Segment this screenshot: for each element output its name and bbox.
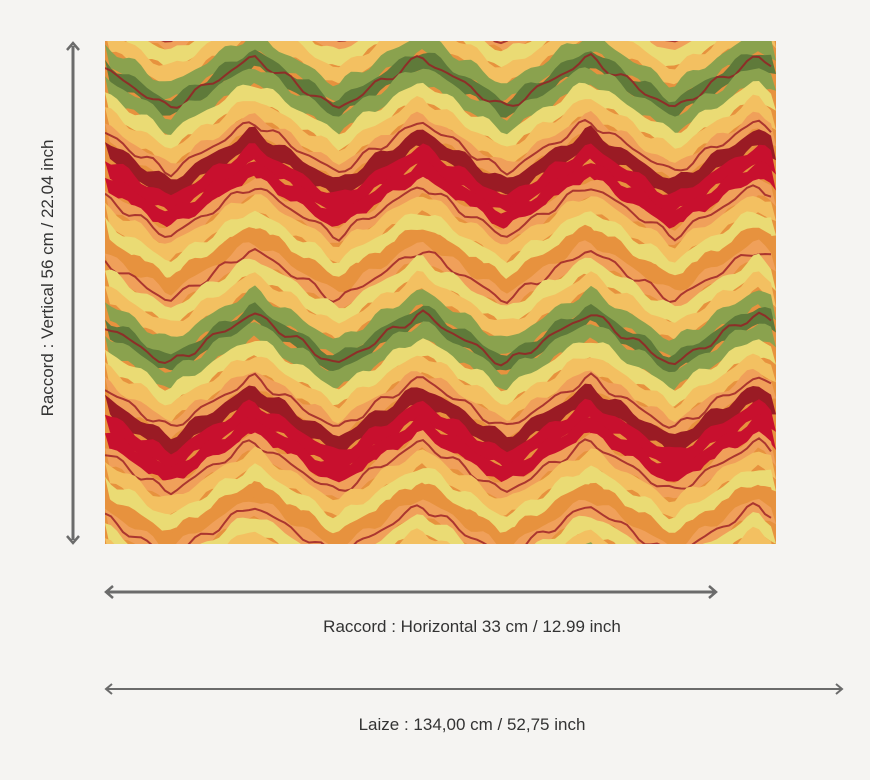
flame-stitch-accent-line <box>105 247 772 305</box>
flame-stitch-band <box>105 383 776 459</box>
flame-stitch-accent-line <box>105 52 772 109</box>
flame-stitch-band <box>105 398 776 473</box>
flame-stitch-band <box>105 446 776 518</box>
fabric-width-label: Laize : 134,00 cm / 52,75 inch <box>358 715 586 734</box>
flame-stitch-band <box>105 210 776 284</box>
flame-stitch-band <box>105 368 776 443</box>
flame-stitch-band <box>105 512 776 544</box>
flame-stitch-band <box>105 67 776 138</box>
flame-stitch-band <box>585 542 593 544</box>
flame-stitch-accent-line <box>105 437 772 496</box>
flame-stitch-accent-line <box>105 372 772 429</box>
flame-stitch-band <box>105 41 776 105</box>
horizontal-repeat-label: Raccord : Horizontal 33 cm / 12.99 inch <box>323 617 621 636</box>
flame-stitch-band <box>105 499 776 544</box>
fabric-pattern-swatch <box>105 41 776 544</box>
fabric-width-arrow <box>104 683 844 695</box>
flame-stitch-band <box>105 81 776 156</box>
flame-stitch-accent-line <box>105 184 772 242</box>
flame-stitch-band <box>105 143 776 214</box>
flame-stitch-band <box>105 253 776 331</box>
flame-stitch-band <box>105 413 776 489</box>
flame-stitch-band <box>105 125 776 200</box>
flame-stitch-band <box>105 49 776 123</box>
vertical-repeat-label: Raccord : Vertical 56 cm / 22.04 inch <box>38 139 57 417</box>
flame-stitch-band <box>105 463 776 537</box>
horizontal-repeat-arrow <box>104 585 718 599</box>
flame-stitch-accent-line <box>105 309 772 367</box>
flame-stitch-band <box>105 526 772 544</box>
flame-stitch-band <box>105 482 776 544</box>
vertical-repeat-arrow <box>66 41 80 545</box>
flame-stitch-band <box>105 158 776 230</box>
flame-stitch-band <box>105 302 776 375</box>
flame-stitch-band <box>105 224 776 299</box>
flame-stitch-band <box>105 338 776 410</box>
flame-stitch-band <box>105 194 776 266</box>
flame-stitch-accent-line <box>105 502 772 544</box>
flame-stitch-band <box>105 353 776 426</box>
flame-stitch-band <box>105 94 776 171</box>
flame-stitch-band <box>105 321 776 392</box>
flame-stitch-accent-line <box>105 118 772 178</box>
